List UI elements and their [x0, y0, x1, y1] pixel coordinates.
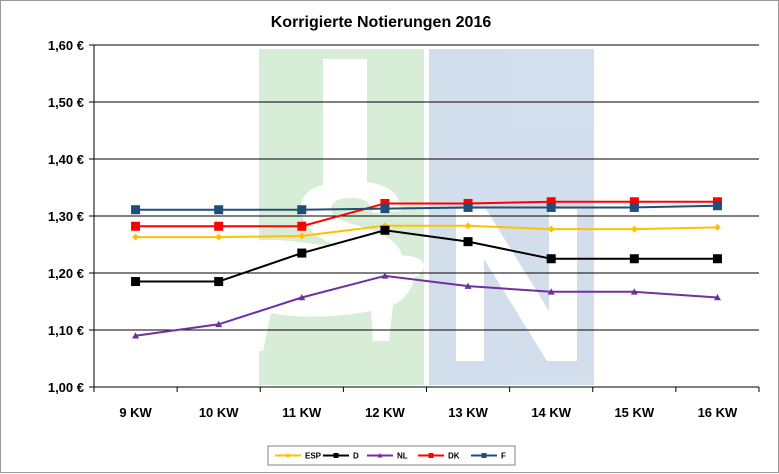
x-tick-label: 13 KW [448, 405, 488, 420]
data-point-d [380, 225, 390, 235]
legend-label-d: D [353, 452, 359, 461]
data-point-d [546, 254, 556, 264]
data-point-nl [547, 288, 555, 295]
data-point-f [214, 205, 224, 215]
data-point-dk [629, 197, 639, 207]
data-point-f [131, 205, 141, 215]
data-point-d [712, 254, 722, 264]
data-point-f [297, 205, 307, 215]
data-point-d [297, 248, 307, 258]
watermark-pig-silhouette [213, 239, 424, 351]
legend-label-f: F [501, 452, 506, 461]
watermark-blue-panel [429, 49, 594, 385]
data-point-esp [713, 223, 721, 231]
chart-title: Korrigierte Notierungen 2016 [271, 14, 492, 31]
data-point-dk [380, 198, 390, 208]
data-point-nl [215, 320, 223, 328]
legend-label-dk: DK [448, 452, 460, 461]
y-tick-label: 1,60 € [48, 38, 84, 53]
legend-item-nl: NL [367, 452, 408, 461]
legend: ESP D NL DK F [267, 445, 516, 466]
legend-item-f: F [471, 452, 506, 461]
data-point-d [214, 277, 224, 287]
legend-item-d: D [323, 452, 359, 461]
series-f [131, 201, 722, 215]
series-line-dk [135, 200, 718, 228]
series-line-nl [135, 274, 718, 337]
watermark-green-panel [259, 49, 424, 385]
data-point-dk [214, 221, 224, 231]
legend-marker-nl [377, 453, 383, 458]
axis-layer: 1,00 € 1,10 € 1,20 € 1,30 € 1,40 € 1,50 € 1,60… [48, 38, 760, 420]
data-point-nl [298, 294, 306, 301]
data-point-nl [381, 272, 389, 279]
data-point-esp [215, 233, 223, 241]
legend-item-dk: DK [418, 452, 460, 461]
y-tick-label: 1,10 € [48, 323, 84, 338]
legend-item-esp: ESP [275, 452, 322, 461]
series-esp [132, 222, 721, 241]
data-point-f [546, 202, 556, 212]
data-point-esp [298, 232, 306, 240]
x-tick-label: 12 KW [365, 405, 405, 420]
legend-label-nl: NL [397, 452, 408, 461]
data-point-nl [713, 294, 721, 301]
series-line-d [135, 229, 718, 283]
series-nl [132, 272, 721, 339]
legend-marker-dk [428, 453, 434, 458]
data-point-f [629, 202, 639, 212]
data-point-nl [630, 288, 638, 295]
data-point-esp [132, 233, 140, 241]
data-point-d [131, 277, 141, 287]
y-tick-label: 1,40 € [48, 152, 84, 167]
series-d [131, 225, 722, 287]
data-point-esp [630, 225, 638, 233]
data-point-nl [132, 332, 140, 339]
data-point-esp [547, 225, 555, 233]
data-point-f [712, 201, 722, 211]
x-tick-label: 9 KW [119, 405, 152, 420]
data-point-f [463, 202, 473, 212]
data-point-dk [297, 221, 307, 231]
isn-watermark-logo [213, 49, 594, 385]
x-tick-label: 11 KW [282, 405, 322, 420]
y-tick-label: 1,20 € [48, 266, 84, 281]
watermark-letter-s [297, 181, 403, 301]
legend-items: ESP D NL DK F [275, 452, 506, 461]
grid-layer [94, 44, 759, 331]
y-tick-label: 1,30 € [48, 209, 84, 224]
series-line-f [135, 204, 718, 211]
data-point-nl [464, 282, 472, 289]
data-point-d [463, 237, 473, 247]
x-tick-label: 15 KW [614, 405, 654, 420]
series-layer [131, 197, 722, 339]
watermark-letter-n [456, 209, 577, 361]
data-point-f [380, 204, 390, 214]
legend-marker-esp [285, 453, 291, 458]
x-tick-label: 10 KW [199, 405, 239, 420]
x-tick-label: 14 KW [531, 405, 571, 420]
watermark-letter-i [323, 59, 367, 187]
x-tick-label: 16 KW [698, 405, 738, 420]
y-tick-label: 1,50 € [48, 95, 84, 110]
y-tick-label: 1,00 € [48, 380, 84, 395]
legend-marker-d [333, 453, 339, 458]
legend-marker-f [481, 453, 487, 458]
data-point-dk [131, 221, 141, 231]
data-point-d [629, 254, 639, 264]
legend-label-esp: ESP [305, 452, 322, 461]
data-point-esp [464, 222, 472, 230]
data-point-dk [546, 197, 556, 207]
series-line-esp [135, 224, 718, 239]
